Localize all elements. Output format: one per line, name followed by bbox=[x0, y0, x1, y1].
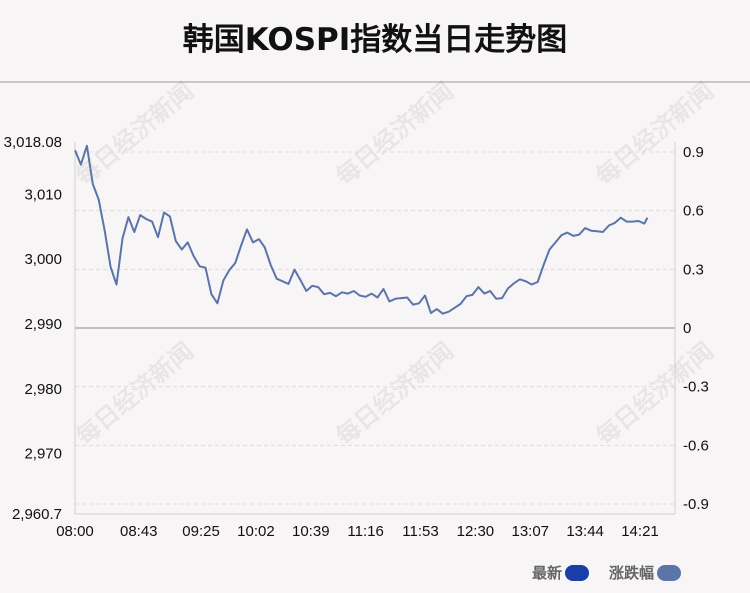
x-axis-labels: 08:00 08:43 09:25 10:02 10:39 11:16 11:53 12:30… bbox=[56, 523, 659, 540]
y-left-tick-label: 2,980 bbox=[24, 381, 62, 398]
title-divider bbox=[0, 81, 750, 83]
x-tick-label: 08:43 bbox=[120, 523, 158, 540]
x-tick-label: 10:02 bbox=[237, 523, 275, 540]
y-axis-left-labels: 3,018.08 3,010 3,000 2,990 2,980 2,970 2,960.7 bbox=[4, 134, 62, 523]
legend-swatch-latest bbox=[565, 564, 590, 581]
series-line-latest bbox=[74, 144, 649, 315]
y-right-tick-label: 0.6 bbox=[683, 203, 704, 220]
y-left-tick-label: 2,960.7 bbox=[12, 506, 62, 523]
x-tick-label: 08:00 bbox=[56, 523, 94, 540]
series-layer bbox=[74, 144, 649, 315]
legend-label-change-pct: 涨跌幅 bbox=[609, 564, 655, 582]
y-right-tick-label: 0.9 bbox=[683, 144, 704, 161]
watermark-1: 每日经济新闻 bbox=[331, 77, 459, 191]
y-right-tick-label: -0.6 bbox=[683, 437, 709, 454]
x-tick-label: 11:16 bbox=[347, 523, 383, 540]
legend-swatch-change-pct bbox=[657, 564, 682, 581]
y-left-tick-label: 3,000 bbox=[24, 251, 62, 268]
legend-item-change-pct[interactable]: 涨跌幅 bbox=[609, 562, 682, 583]
y-right-tick-label: 0.3 bbox=[683, 261, 704, 278]
x-tick-label: 13:44 bbox=[566, 523, 604, 540]
y-right-tick-label: -0.9 bbox=[683, 496, 709, 513]
watermark-3: 每日经济新闻 bbox=[71, 337, 199, 451]
legend-label-latest: 最新 bbox=[532, 564, 563, 582]
x-tick-label: 13:07 bbox=[511, 523, 549, 540]
grid-lines bbox=[75, 151, 675, 505]
x-tick-label: 11:53 bbox=[402, 523, 438, 540]
x-tick-label: 14:21 bbox=[621, 523, 659, 540]
legend-item-latest[interactable]: 最新 bbox=[532, 562, 590, 583]
axes bbox=[74, 142, 676, 515]
y-axis-right-labels: 0.9 0.6 0.3 0 -0.3 -0.6 -0.9 bbox=[683, 144, 709, 513]
watermark-0: 每日经济新闻 bbox=[71, 77, 199, 191]
x-tick-label: 10:39 bbox=[292, 523, 330, 540]
x-tick-label: 12:30 bbox=[457, 523, 495, 540]
y-left-tick-label: 2,970 bbox=[24, 446, 62, 463]
y-right-tick-label: -0.3 bbox=[683, 379, 709, 396]
watermark-4: 每日经济新闻 bbox=[331, 337, 459, 451]
y-left-tick-label: 3,018.08 bbox=[4, 134, 62, 151]
chart-title: 韩国KOSPI指数当日走势图 bbox=[182, 22, 568, 58]
y-left-tick-label: 2,990 bbox=[24, 316, 62, 333]
y-right-tick-label: 0 bbox=[683, 320, 691, 337]
watermark-2: 每日经济新闻 bbox=[591, 77, 719, 191]
x-tick-label: 09:25 bbox=[182, 523, 220, 540]
y-left-tick-label: 3,010 bbox=[24, 186, 62, 203]
